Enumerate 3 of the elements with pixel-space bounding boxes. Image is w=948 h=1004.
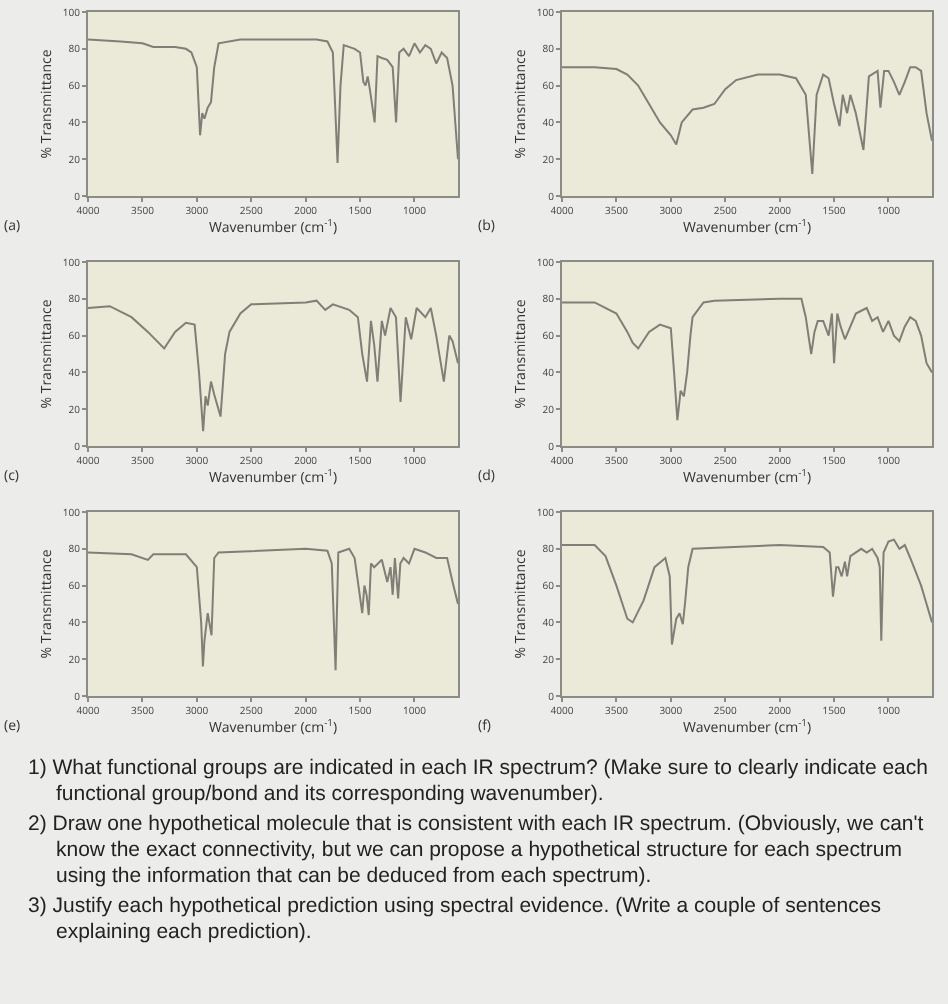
text: 3) Justify each hypothetical prediction using spectral evidence. (Write a couple of sentences explaining each prediction). [28,894,883,946]
text: 2) Draw one hypothetical molecule that is consistent with each IR spectrum. (Obviously, we can't know the exact connectivity, but we can propose a hypothetical structure for each spectrum using the information that can be deduced from each spectrum). [28,812,926,890]
text: 1) What functional groups are indicated in each IR spectrum? (Make sure to clearly indicate each functional group/bond and its corresponding wavenumber). [28,756,930,808]
